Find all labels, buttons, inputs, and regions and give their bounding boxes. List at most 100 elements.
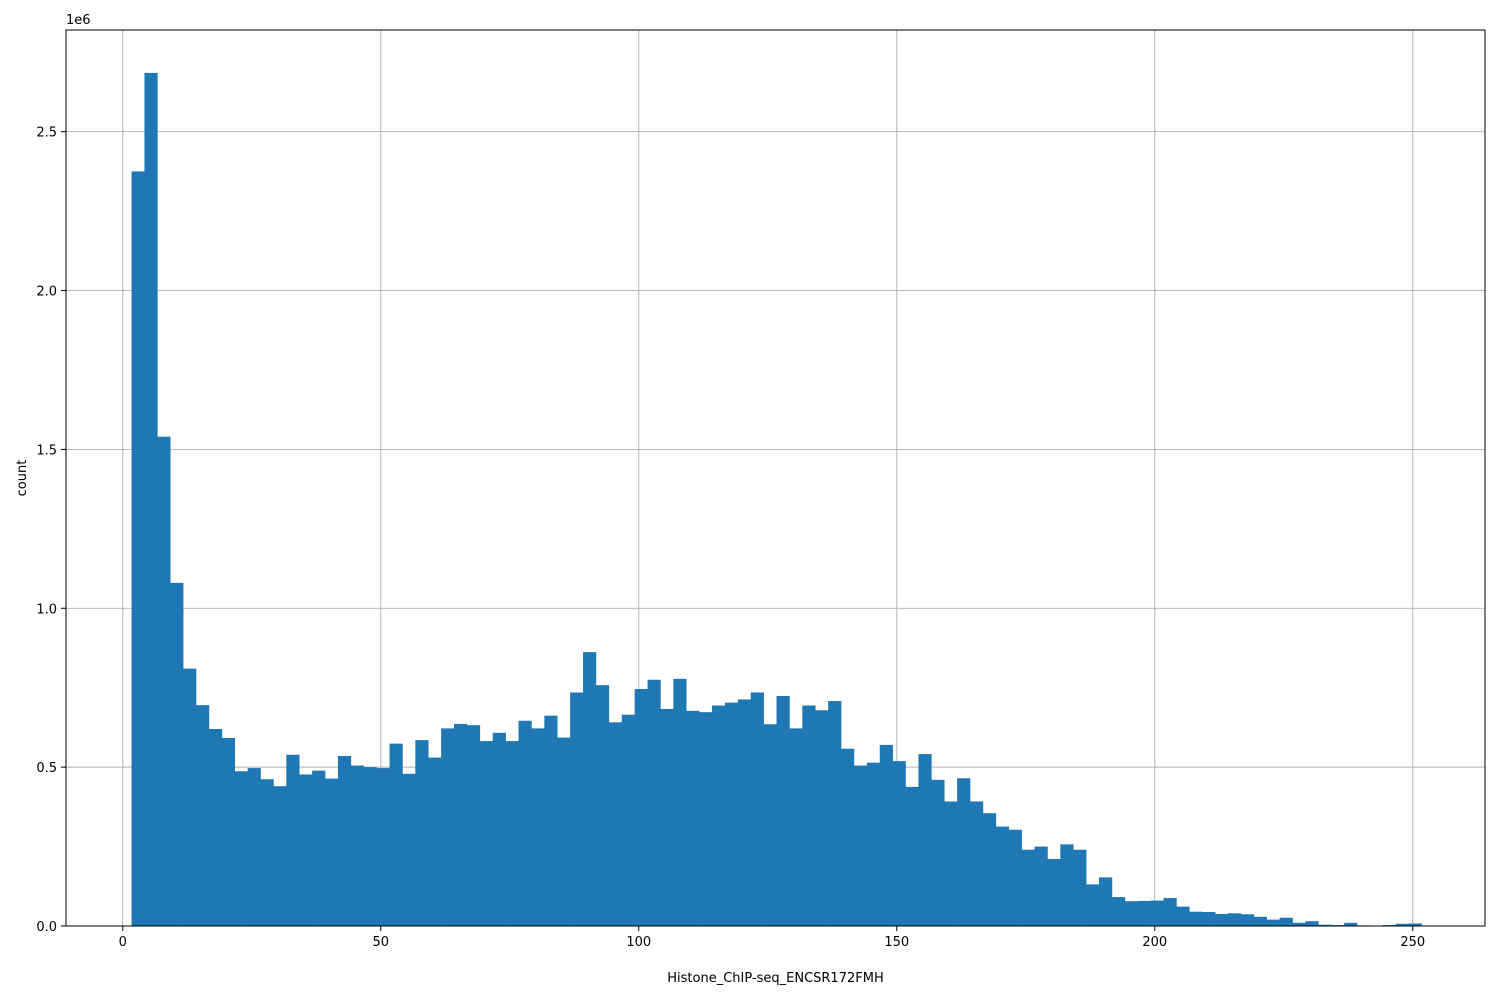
histogram-bar-25 (454, 724, 467, 926)
histogram-bar-85 (1228, 913, 1241, 926)
y-tick-label-0: 0.0 (36, 920, 57, 935)
x-tick-label-3: 150 (884, 935, 909, 950)
histogram-bar-48 (751, 692, 764, 926)
histogram-bar-55 (841, 749, 854, 926)
histogram-bar-63 (944, 801, 957, 926)
histogram-bar-73 (1073, 850, 1086, 926)
histogram-bar-72 (1060, 844, 1073, 926)
histogram-bar-60 (906, 787, 919, 926)
x-tick-label-1: 50 (372, 935, 389, 950)
y-tick-label-5: 2.5 (36, 126, 57, 141)
x-tick-label-4: 200 (1142, 935, 1167, 950)
histogram-bar-27 (480, 741, 493, 926)
histogram-bar-79 (1151, 901, 1164, 926)
histogram-bar-14 (312, 771, 325, 926)
histogram-bar-4 (183, 669, 196, 926)
histogram-bar-52 (802, 705, 815, 926)
histogram-bar-40 (648, 680, 661, 926)
histogram-bar-80 (1164, 898, 1177, 926)
x-axis-label: Histone_ChIP-seq_ENCSR172FMH (667, 971, 883, 986)
histogram-bar-39 (635, 689, 648, 926)
histogram-bar-9 (248, 768, 261, 926)
y-tick-label-4: 2.0 (36, 285, 57, 300)
y-tick-label-1: 0.5 (36, 761, 57, 776)
histogram-bar-29 (506, 741, 519, 926)
histogram-bar-65 (970, 801, 983, 926)
histogram-bar-17 (351, 766, 364, 926)
histogram-bar-2 (157, 437, 170, 926)
histogram-bar-30 (519, 721, 532, 926)
histogram-bar-57 (867, 763, 880, 926)
histogram-bar-19 (377, 768, 390, 926)
histogram-bar-68 (1009, 830, 1022, 926)
histogram-bar-36 (596, 685, 609, 926)
histogram-bar-56 (854, 766, 867, 926)
histogram-bar-8 (235, 771, 248, 926)
histogram-bar-47 (738, 699, 751, 926)
histogram-bar-0 (132, 171, 145, 926)
histogram-bar-51 (789, 728, 802, 926)
histogram-bar-69 (1022, 850, 1035, 926)
histogram-bar-78 (1138, 901, 1151, 926)
histogram-bar-41 (660, 709, 673, 926)
histogram-bar-35 (583, 652, 596, 926)
histogram-bar-91 (1305, 921, 1318, 926)
histogram-bar-28 (493, 733, 506, 926)
histogram-bar-38 (622, 715, 635, 926)
histogram-bar-43 (686, 711, 699, 926)
histogram-bar-20 (390, 744, 403, 926)
histogram-bar-64 (957, 778, 970, 926)
histogram-bar-37 (609, 722, 622, 926)
histogram-bar-12 (286, 755, 299, 926)
histogram-bar-6 (209, 729, 222, 926)
histogram-bar-75 (1099, 877, 1112, 926)
histogram-bar-62 (931, 780, 944, 926)
histogram-bar-77 (1125, 901, 1138, 926)
histogram-bar-31 (531, 728, 544, 926)
y-axis-offset-label: 1e6 (66, 13, 91, 28)
x-tick-label-2: 100 (626, 935, 651, 950)
histogram-bar-54 (828, 701, 841, 926)
histogram-bar-33 (557, 738, 570, 926)
histogram-bar-89 (1280, 918, 1293, 926)
histogram-bar-15 (325, 779, 338, 926)
histogram-bar-76 (1112, 897, 1125, 926)
histogram-bar-34 (570, 692, 583, 926)
histogram-bar-42 (673, 679, 686, 926)
histogram-bar-84 (1215, 914, 1228, 926)
histogram-bar-3 (170, 583, 183, 926)
histogram-bar-59 (893, 761, 906, 926)
histogram-bar-24 (441, 728, 454, 926)
histogram-bar-49 (764, 724, 777, 926)
x-tick-label-0: 0 (119, 935, 127, 950)
histogram-bar-11 (273, 786, 286, 926)
histogram-bar-67 (996, 827, 1009, 926)
histogram-bar-44 (699, 712, 712, 926)
histogram-bar-66 (983, 813, 996, 926)
histogram-bar-58 (880, 745, 893, 926)
histogram-bar-13 (299, 774, 312, 926)
histogram-bar-22 (415, 740, 428, 926)
histogram-bar-10 (261, 779, 274, 926)
histogram-bar-46 (725, 703, 738, 926)
y-axis-label: count (15, 460, 30, 497)
x-tick-label-5: 250 (1400, 935, 1425, 950)
y-tick-label-2: 1.0 (36, 602, 57, 617)
histogram-bar-21 (402, 774, 415, 926)
histogram-bar-26 (467, 725, 480, 926)
histogram-bar-71 (1047, 859, 1060, 926)
histogram-bar-18 (364, 767, 377, 926)
histogram-bar-32 (544, 716, 557, 926)
histogram-bar-86 (1241, 914, 1254, 926)
histogram-bar-7 (222, 738, 235, 926)
histogram-bar-23 (428, 758, 441, 926)
histogram-bar-45 (712, 705, 725, 926)
histogram-bar-53 (815, 710, 828, 926)
histogram-bar-5 (196, 705, 209, 926)
histogram-bar-82 (1189, 912, 1202, 926)
y-tick-label-3: 1.5 (36, 443, 57, 458)
histogram-bar-1 (144, 73, 157, 926)
histogram-bar-16 (338, 756, 351, 926)
histogram-bar-61 (918, 754, 931, 926)
